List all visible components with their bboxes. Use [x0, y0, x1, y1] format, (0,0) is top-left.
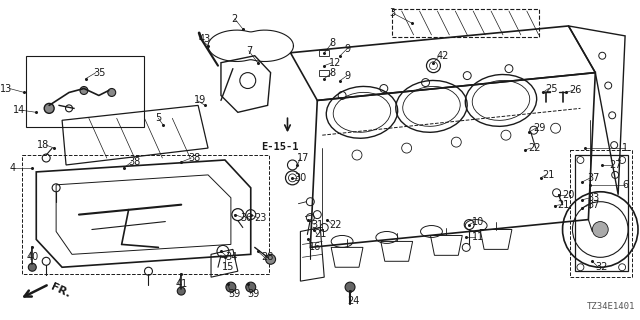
Text: 25: 25: [546, 84, 558, 93]
Text: 41: 41: [175, 279, 188, 289]
Circle shape: [246, 282, 256, 292]
Text: 18: 18: [37, 140, 49, 150]
Text: 9: 9: [344, 44, 350, 54]
Circle shape: [266, 254, 276, 264]
Text: 2: 2: [232, 14, 238, 24]
Bar: [392, 9, 539, 37]
Text: 21: 21: [314, 229, 326, 239]
Circle shape: [345, 282, 355, 292]
Text: 10: 10: [472, 217, 484, 227]
Text: 13: 13: [0, 84, 12, 93]
Text: FR.: FR.: [49, 282, 72, 300]
Circle shape: [28, 263, 36, 271]
Text: E-15-1: E-15-1: [260, 142, 298, 152]
Text: 14: 14: [13, 105, 26, 115]
Circle shape: [44, 103, 54, 113]
Text: 17: 17: [298, 153, 310, 163]
Text: 42: 42: [436, 51, 449, 61]
Text: 35: 35: [93, 68, 105, 78]
Text: 7: 7: [246, 46, 252, 56]
Text: 38: 38: [129, 157, 141, 167]
Circle shape: [108, 89, 116, 96]
Circle shape: [593, 221, 608, 237]
Text: 29: 29: [532, 123, 545, 133]
Text: 21: 21: [543, 170, 555, 180]
Text: 6: 6: [622, 180, 628, 190]
Text: 21: 21: [557, 200, 570, 210]
Text: 28: 28: [262, 252, 274, 262]
Circle shape: [226, 282, 236, 292]
Text: 22: 22: [528, 143, 540, 153]
Text: 43: 43: [198, 34, 211, 44]
Text: 22: 22: [329, 220, 342, 229]
Text: 1: 1: [622, 143, 628, 153]
Text: 4: 4: [10, 163, 15, 173]
Text: 37: 37: [588, 200, 600, 210]
Text: 5: 5: [156, 113, 162, 123]
Text: 30: 30: [294, 173, 307, 183]
Text: 3: 3: [390, 8, 396, 18]
Text: 38: 38: [188, 153, 200, 163]
Bar: [26, 56, 143, 127]
Text: 9: 9: [344, 71, 350, 81]
Bar: [319, 70, 329, 76]
Text: 23: 23: [255, 212, 267, 223]
Text: 24: 24: [347, 296, 360, 306]
Bar: [570, 150, 632, 277]
Text: 16: 16: [309, 242, 321, 252]
Text: 12: 12: [329, 58, 342, 68]
Text: 34: 34: [225, 252, 237, 262]
Text: 39: 39: [228, 289, 240, 299]
Text: 31: 31: [311, 220, 324, 229]
Text: 40: 40: [26, 252, 38, 262]
Text: 26: 26: [570, 85, 582, 95]
Text: 11: 11: [472, 232, 484, 243]
Circle shape: [80, 86, 88, 94]
Text: 8: 8: [329, 68, 335, 78]
Text: 33: 33: [588, 193, 600, 203]
Text: 32: 32: [595, 262, 608, 272]
Circle shape: [177, 287, 185, 295]
Text: 37: 37: [588, 173, 600, 183]
Text: 19: 19: [194, 95, 207, 105]
Text: TZ34E1401: TZ34E1401: [587, 302, 635, 311]
Text: 36: 36: [240, 212, 252, 223]
Text: 27: 27: [609, 160, 621, 170]
Bar: [319, 50, 329, 56]
Text: 20: 20: [563, 190, 575, 200]
Text: 39: 39: [248, 289, 260, 299]
Text: 8: 8: [329, 38, 335, 48]
Text: 15: 15: [222, 262, 234, 272]
Bar: [22, 155, 269, 274]
